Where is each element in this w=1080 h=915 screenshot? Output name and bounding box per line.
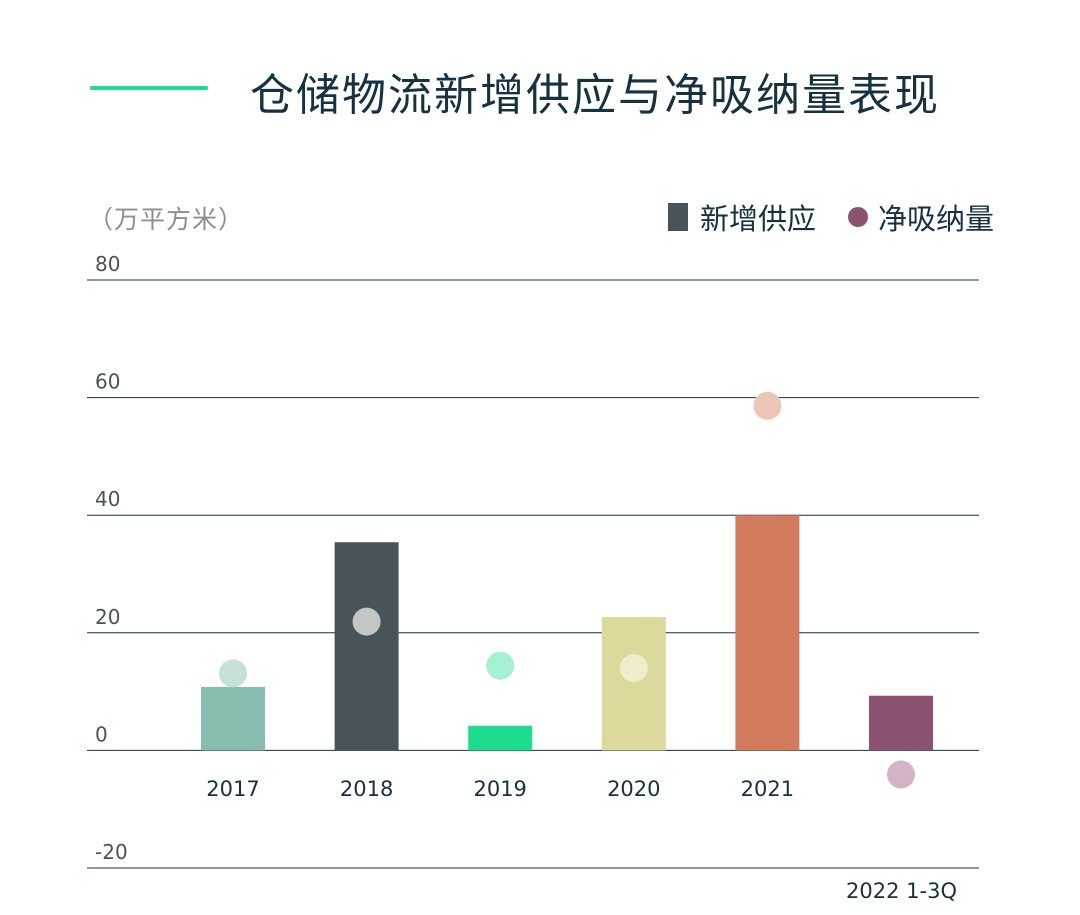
x-category-labels: 2017 2018 2019 2020 2021 2022 1-3Q [206, 777, 957, 903]
x-category-label-2022-1-3Q: 2022 1-3Q [846, 879, 957, 903]
legend-item-absorption: 净吸纳量 [847, 196, 994, 238]
y-tick-label-80: 80 [95, 252, 120, 276]
chart-title: 仓储物流新增供应与净吸纳量表现 [250, 70, 940, 121]
supply-bars [201, 515, 933, 751]
dot-2020 [619, 654, 648, 683]
bar-2018 [334, 542, 399, 751]
legend-swatch-supply [667, 203, 688, 231]
dot-2018 [352, 607, 381, 636]
legend-label-supply: 新增供应 [699, 202, 816, 236]
legend: 新增供应 净吸纳量 [667, 196, 994, 238]
x-category-label-2018: 2018 [340, 777, 393, 801]
bar-2020 [601, 616, 666, 751]
bar-2021 [735, 515, 800, 751]
legend-label-absorption: 净吸纳量 [877, 202, 994, 236]
dot-2017 [219, 659, 247, 688]
y-tick-label-60: 60 [95, 370, 120, 394]
gridlines [87, 279, 979, 869]
y-tick-label--20: -20 [95, 840, 128, 864]
x-category-label-2021: 2021 [741, 777, 794, 801]
legend-item-supply: 新增供应 [667, 196, 816, 238]
title-accent-line [90, 86, 208, 90]
x-category-label-2020: 2020 [607, 777, 660, 801]
bar-2019 [468, 725, 533, 751]
y-tick-label-20: 20 [95, 605, 120, 629]
y-tick-labels: -20 0 20 40 60 80 [95, 252, 128, 864]
legend-swatch-absorption [847, 207, 868, 227]
bar-2017 [201, 686, 265, 751]
dot-2022-1-3Q [887, 760, 915, 789]
x-category-label-2017: 2017 [206, 777, 259, 801]
absorption-dots [219, 391, 915, 789]
y-axis-unit-label: （万平方米） [88, 205, 245, 234]
x-category-label-2019: 2019 [473, 777, 526, 801]
bar-2022-1-3Q [869, 695, 933, 751]
dot-2019 [486, 651, 515, 680]
dot-2021 [753, 391, 782, 420]
y-tick-label-40: 40 [95, 487, 120, 511]
y-tick-label-0: 0 [95, 722, 108, 746]
